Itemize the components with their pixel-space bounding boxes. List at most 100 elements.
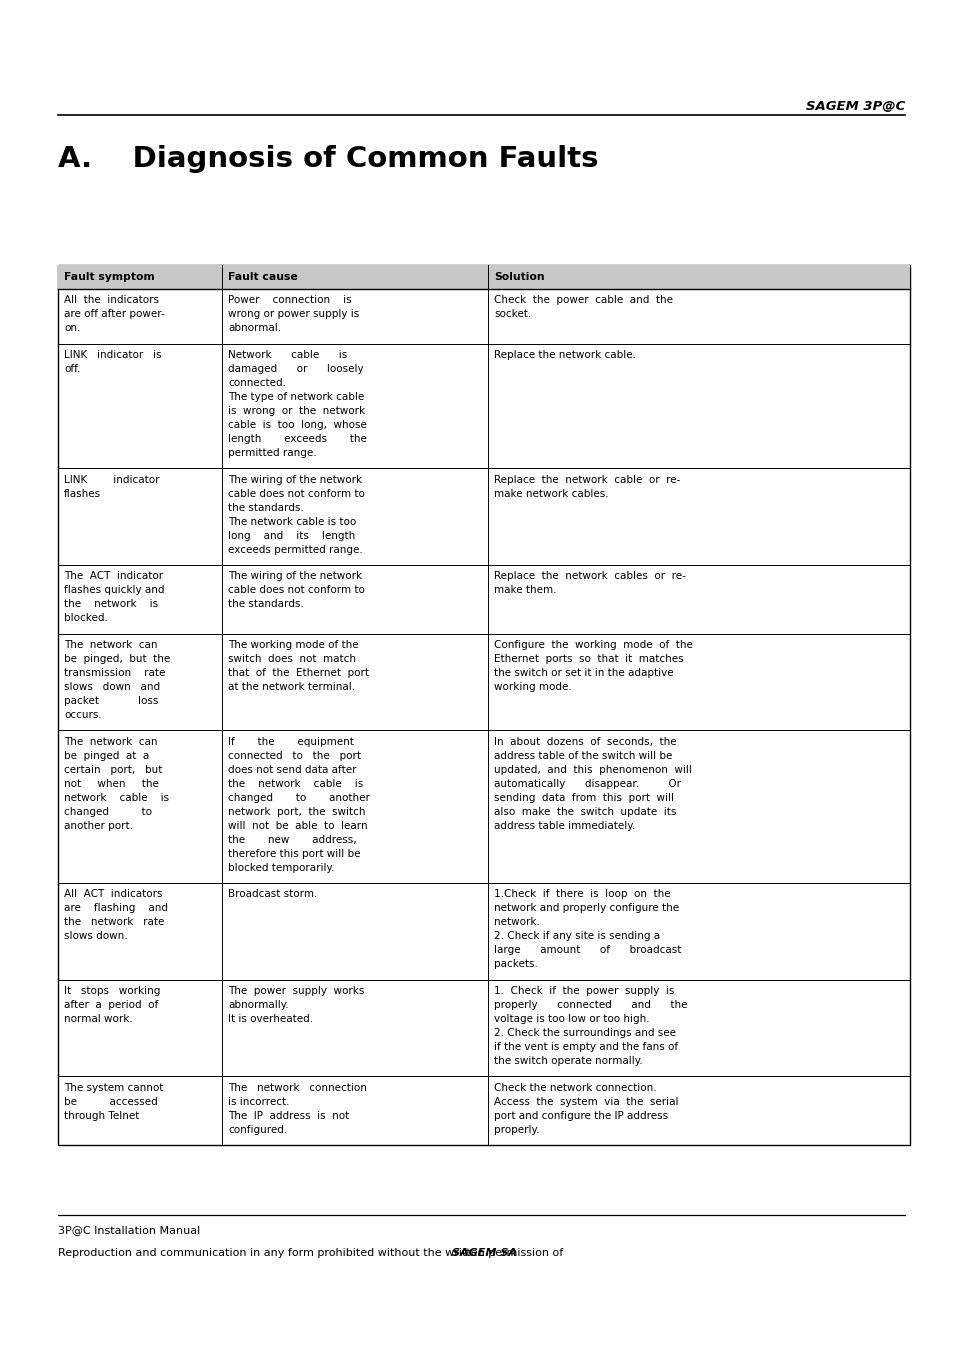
Text: switch  does  not  match: switch does not match (228, 654, 355, 663)
Text: large      amount      of      broadcast: large amount of broadcast (494, 946, 680, 955)
Text: network  port,  the  switch: network port, the switch (228, 807, 365, 816)
Text: Check the network connection.: Check the network connection. (494, 1082, 656, 1093)
Text: 2. Check the surroundings and see: 2. Check the surroundings and see (494, 1028, 676, 1038)
Text: socket.: socket. (494, 309, 531, 319)
Text: the switch or set it in the adaptive: the switch or set it in the adaptive (494, 667, 673, 678)
Text: blocked.: blocked. (64, 613, 108, 623)
Text: the standards.: the standards. (228, 503, 303, 512)
Text: All  the  indicators: All the indicators (64, 296, 159, 305)
Text: The working mode of the: The working mode of the (228, 640, 358, 650)
Text: Network      cable      is: Network cable is (228, 350, 347, 359)
Text: Ethernet  ports  so  that  it  matches: Ethernet ports so that it matches (494, 654, 683, 663)
Text: slows   down   and: slows down and (64, 682, 160, 692)
Text: on.: on. (64, 323, 80, 334)
Text: updated,  and  this  phenomenon  will: updated, and this phenomenon will (494, 765, 691, 774)
Text: normal work.: normal work. (64, 1015, 132, 1024)
Text: if the vent is empty and the fans of: if the vent is empty and the fans of (494, 1042, 678, 1052)
Text: Reproduction and communication in any form prohibited without the written permis: Reproduction and communication in any fo… (58, 1248, 566, 1258)
Text: The network cable is too: The network cable is too (228, 516, 355, 527)
Text: Replace  the  network  cables  or  re-: Replace the network cables or re- (494, 571, 685, 581)
Text: The  power  supply  works: The power supply works (228, 986, 364, 996)
Text: address table of the switch will be: address table of the switch will be (494, 751, 672, 761)
Text: at the network terminal.: at the network terminal. (228, 682, 355, 692)
Text: flashes quickly and: flashes quickly and (64, 585, 164, 596)
Text: the standards.: the standards. (228, 600, 303, 609)
Text: permitted range.: permitted range. (228, 449, 316, 458)
Text: 3P@C Installation Manual: 3P@C Installation Manual (58, 1225, 200, 1235)
Text: sending  data  from  this  port  will: sending data from this port will (494, 793, 673, 802)
Text: transmission    rate: transmission rate (64, 667, 165, 678)
Text: configured.: configured. (228, 1125, 287, 1135)
Text: another port.: another port. (64, 820, 132, 831)
Text: The  ACT  indicator: The ACT indicator (64, 571, 163, 581)
Text: The   network   connection: The network connection (228, 1082, 367, 1093)
Text: the    network    is: the network is (64, 600, 158, 609)
Text: abnormally.: abnormally. (228, 1000, 289, 1011)
Text: the   network   rate: the network rate (64, 917, 164, 927)
Text: properly.: properly. (494, 1125, 539, 1135)
Text: be  pinged  at  a: be pinged at a (64, 751, 149, 761)
Text: Power    connection    is: Power connection is (228, 296, 352, 305)
Text: that  of  the  Ethernet  port: that of the Ethernet port (228, 667, 369, 678)
Text: be          accessed: be accessed (64, 1097, 157, 1106)
Text: network    cable    is: network cable is (64, 793, 169, 802)
Text: 1.  Check  if  the  power  supply  is: 1. Check if the power supply is (494, 986, 674, 996)
Text: Access  the  system  via  the  serial: Access the system via the serial (494, 1097, 678, 1106)
Text: If       the       equipment: If the equipment (228, 736, 354, 747)
Text: slows down.: slows down. (64, 931, 128, 942)
Text: make network cables.: make network cables. (494, 489, 608, 499)
Text: the       new       address,: the new address, (228, 835, 356, 844)
Text: cable  is  too  long,  whose: cable is too long, whose (228, 420, 367, 430)
Text: LINK   indicator   is: LINK indicator is (64, 350, 161, 359)
Text: connected   to   the   port: connected to the port (228, 751, 360, 761)
Text: will  not  be  able  to  learn: will not be able to learn (228, 820, 367, 831)
Text: off.: off. (64, 363, 80, 374)
Text: network and properly configure the: network and properly configure the (494, 904, 679, 913)
Text: be  pinged,  but  the: be pinged, but the (64, 654, 170, 663)
Text: Fault cause: Fault cause (228, 272, 297, 282)
Text: address table immediately.: address table immediately. (494, 820, 635, 831)
Text: working mode.: working mode. (494, 682, 571, 692)
Text: 1.Check  if  there  is  loop  on  the: 1.Check if there is loop on the (494, 889, 670, 900)
Text: changed       to       another: changed to another (228, 793, 370, 802)
Text: SAGEM SA: SAGEM SA (452, 1248, 517, 1258)
Bar (58, 265, 909, 1146)
Text: packets.: packets. (494, 959, 537, 970)
Text: cable does not conform to: cable does not conform to (228, 489, 364, 499)
Text: properly      connected      and      the: properly connected and the (494, 1000, 687, 1011)
Text: does not send data after: does not send data after (228, 765, 356, 774)
Text: The wiring of the network: The wiring of the network (228, 571, 362, 581)
Text: connected.: connected. (228, 378, 286, 388)
Text: are    flashing    and: are flashing and (64, 904, 168, 913)
Text: occurs.: occurs. (64, 711, 102, 720)
Text: Replace the network cable.: Replace the network cable. (494, 350, 636, 359)
Text: Solution: Solution (494, 272, 544, 282)
Text: therefore this port will be: therefore this port will be (228, 848, 360, 859)
Text: is incorrect.: is incorrect. (228, 1097, 289, 1106)
Text: In  about  dozens  of  seconds,  the: In about dozens of seconds, the (494, 736, 676, 747)
Text: All  ACT  indicators: All ACT indicators (64, 889, 162, 900)
Text: also  make  the  switch  update  its: also make the switch update its (494, 807, 676, 816)
Text: It   stops   working: It stops working (64, 986, 160, 996)
Text: The system cannot: The system cannot (64, 1082, 163, 1093)
Text: flashes: flashes (64, 489, 101, 499)
Text: through Telnet: through Telnet (64, 1111, 139, 1121)
Text: wrong or power supply is: wrong or power supply is (228, 309, 359, 319)
Text: port and configure the IP address: port and configure the IP address (494, 1111, 667, 1121)
Text: Replace  the  network  cable  or  re-: Replace the network cable or re- (494, 474, 679, 485)
Text: Broadcast storm.: Broadcast storm. (228, 889, 317, 900)
Text: the switch operate normally.: the switch operate normally. (494, 1056, 642, 1066)
Bar (58, 265, 909, 289)
Text: make them.: make them. (494, 585, 556, 596)
Text: blocked temporarily.: blocked temporarily. (228, 863, 335, 873)
Text: The  network  can: The network can (64, 736, 157, 747)
Text: the    network    cable    is: the network cable is (228, 778, 363, 789)
Text: automatically      disappear.         Or: automatically disappear. Or (494, 778, 680, 789)
Text: damaged      or      loosely: damaged or loosely (228, 363, 363, 374)
Text: The type of network cable: The type of network cable (228, 392, 364, 403)
Text: certain   port,   but: certain port, but (64, 765, 162, 774)
Text: The  network  can: The network can (64, 640, 157, 650)
Text: It is overheated.: It is overheated. (228, 1015, 313, 1024)
Text: after  a  period  of: after a period of (64, 1000, 158, 1011)
Text: are off after power-: are off after power- (64, 309, 165, 319)
